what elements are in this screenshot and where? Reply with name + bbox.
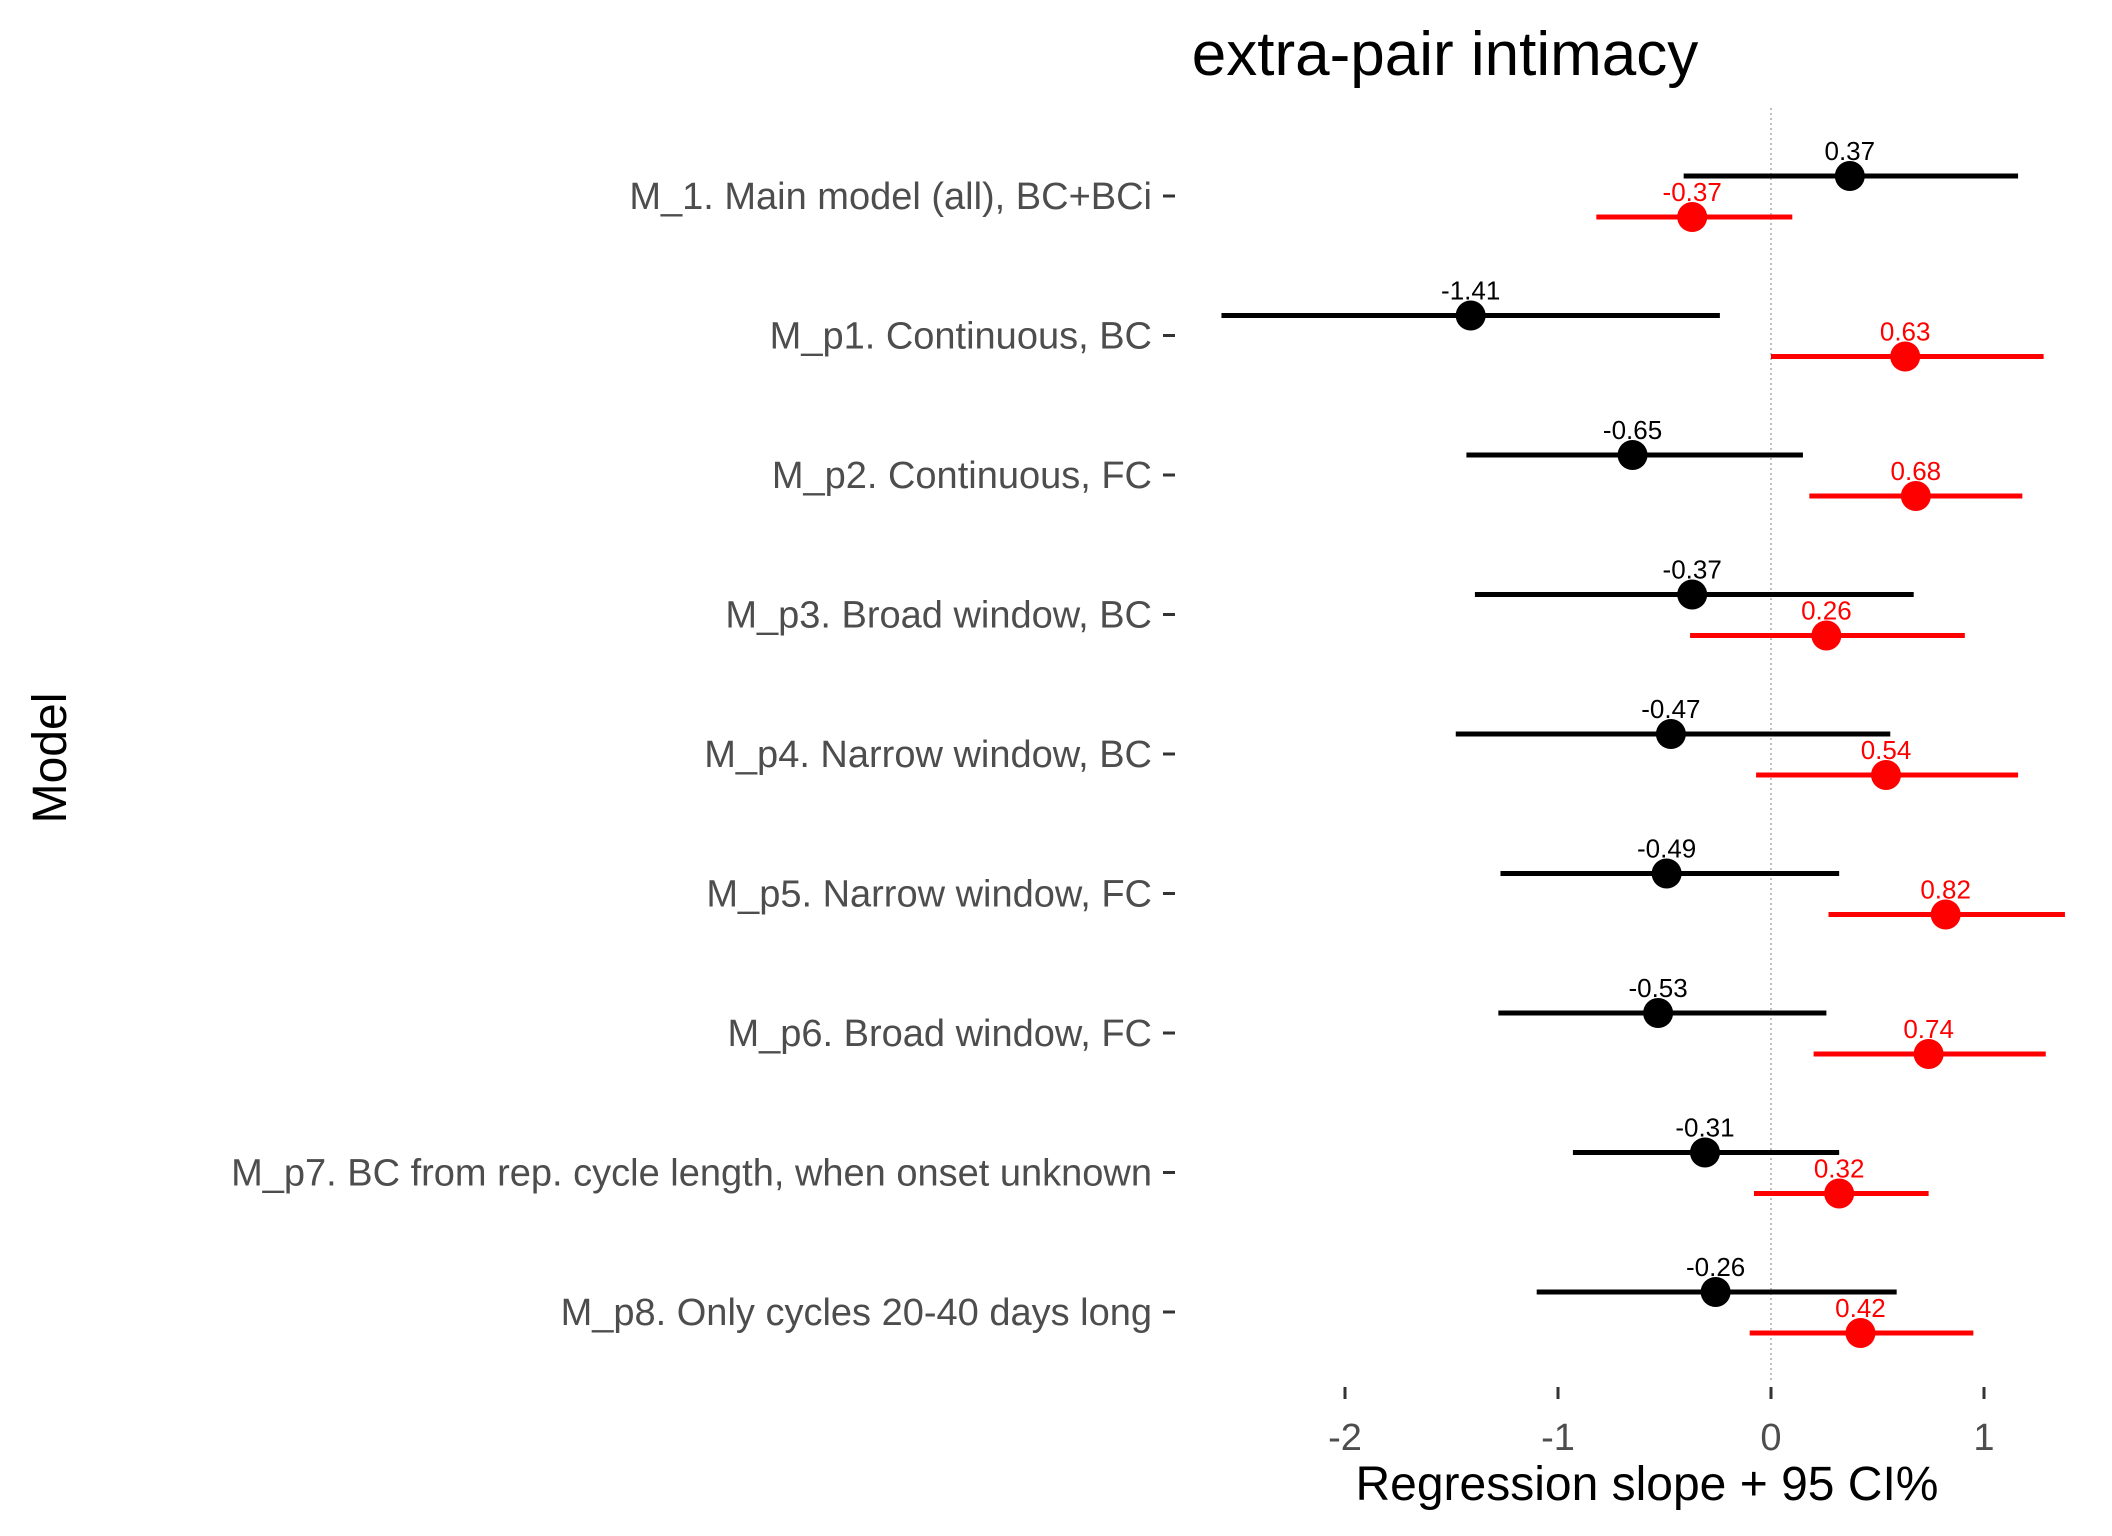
estimate-point — [1651, 858, 1682, 889]
estimate-point — [1655, 719, 1686, 749]
estimate-label: 0.32 — [1814, 1154, 1865, 1184]
estimate-point — [1677, 579, 1708, 610]
estimate-point — [1890, 341, 1921, 372]
x-tick-label: -2 — [1328, 1417, 1362, 1459]
plot-area: M_1. Main model (all), BC+BCi M_p1. Conti… — [231, 108, 2065, 1459]
estimate-point — [1700, 1277, 1731, 1307]
estimate-label: 0.37 — [1825, 136, 1876, 166]
estimate-point — [1689, 1137, 1720, 1168]
estimate-label: -0.47 — [1641, 694, 1700, 724]
estimate-point — [1677, 202, 1708, 232]
y-tick-label: M_p5. Narrow window, FC — [706, 874, 1152, 916]
estimate-label: 0.42 — [1835, 1293, 1886, 1323]
estimate-label: -0.49 — [1637, 834, 1696, 864]
estimate-label: 0.82 — [1920, 875, 1971, 905]
estimate-label: -0.53 — [1628, 973, 1687, 1003]
estimate-label: 0.26 — [1801, 596, 1852, 626]
estimate-label: 0.74 — [1903, 1014, 1954, 1044]
estimate-label: -0.37 — [1663, 555, 1722, 585]
y-tick-label: M_p3. Broad window, BC — [725, 595, 1152, 637]
estimate-label: 0.68 — [1891, 456, 1942, 486]
estimate-label: 0.54 — [1861, 735, 1912, 765]
estimate-point — [1871, 760, 1902, 790]
y-tick-label: M_p6. Broad window, FC — [727, 1013, 1152, 1055]
y-tick-label: M_p8. Only cycles 20-40 days long — [561, 1292, 1152, 1334]
estimate-point — [1643, 998, 1674, 1028]
y-tick-label: M_p1. Continuous, BC — [770, 316, 1152, 358]
x-axis-label: Regression slope + 95 CI% — [1356, 1458, 1939, 1511]
estimate-label: -0.65 — [1603, 415, 1662, 445]
estimate-label: -0.26 — [1686, 1252, 1745, 1282]
estimate-label: -0.31 — [1675, 1113, 1734, 1143]
estimate-label: 0.63 — [1880, 317, 1931, 347]
estimate-point — [1913, 1039, 1944, 1069]
x-tick-label: -1 — [1541, 1417, 1575, 1459]
y-tick-label: M_p7. BC from rep. cycle length, when on… — [231, 1153, 1152, 1195]
estimate-label: -1.41 — [1441, 276, 1500, 306]
estimate-point — [1617, 440, 1648, 470]
estimate-point — [1824, 1178, 1855, 1209]
estimate-point — [1834, 161, 1865, 191]
chart-title: extra-pair intimacy — [1192, 20, 1698, 89]
estimate-point — [1845, 1318, 1876, 1348]
y-tick-label: M_p4. Narrow window, BC — [704, 734, 1152, 776]
x-tick-label: 0 — [1760, 1417, 1781, 1459]
y-axis-label: Model — [24, 693, 77, 824]
x-tick-label: 1 — [1973, 1417, 1994, 1459]
y-tick-label: M_1. Main model (all), BC+BCi — [629, 176, 1152, 218]
estimate-label: -0.37 — [1663, 177, 1722, 207]
estimate-point — [1930, 899, 1961, 930]
y-tick-label: M_p2. Continuous, FC — [772, 455, 1152, 497]
estimate-point — [1900, 481, 1931, 511]
estimate-point — [1811, 620, 1842, 651]
estimate-point — [1455, 300, 1486, 331]
